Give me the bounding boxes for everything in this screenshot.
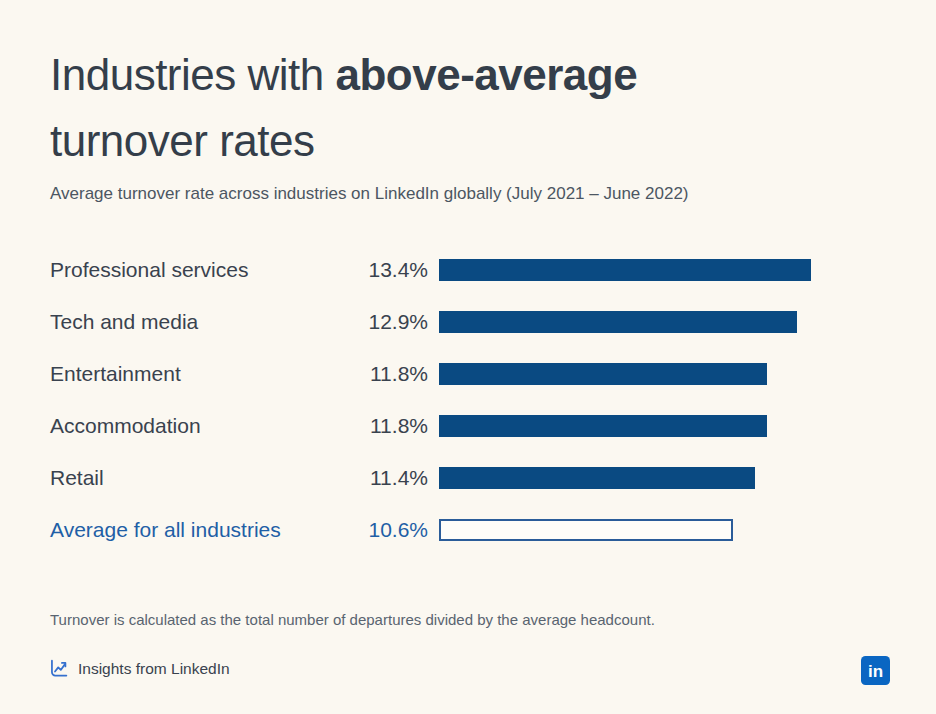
industry-label: Entertainment	[50, 362, 368, 386]
bar-chart-rows: Professional services13.4% Tech and media…	[50, 259, 886, 541]
industry-label: Accommodation	[50, 414, 368, 438]
value-label: 11.4%	[368, 466, 428, 490]
bar-track	[439, 363, 811, 385]
infographic-canvas: Industries with above-average turnover ra…	[0, 0, 936, 714]
industry-label: Professional services	[50, 258, 368, 282]
insights-label: Insights from LinkedIn	[78, 660, 230, 678]
title-line2: turnover rates	[50, 116, 314, 165]
bar	[439, 311, 797, 333]
bar-track	[439, 311, 811, 333]
bar-track	[439, 259, 811, 281]
chart-subtitle: Average turnover rate across industries …	[50, 184, 689, 204]
header: Industries with above-average turnover ra…	[50, 42, 896, 174]
bar-chart: Professional services13.4% Tech and media…	[50, 259, 886, 541]
linkedin-logo: in	[861, 656, 890, 685]
title-regular: Industries with	[50, 50, 324, 99]
chart-row: Average for all industries10.6%	[50, 519, 886, 541]
industry-label: Tech and media	[50, 310, 368, 334]
line-chart-icon	[48, 658, 69, 679]
value-label: 13.4%	[368, 258, 428, 282]
chart-row: Professional services13.4%	[50, 259, 886, 281]
bar	[439, 259, 811, 281]
value-label: 11.8%	[368, 414, 428, 438]
bar	[439, 519, 733, 541]
chart-row: Retail11.4%	[50, 467, 886, 489]
chart-row: Accommodation11.8%	[50, 415, 886, 437]
value-label: 12.9%	[368, 310, 428, 334]
chart-row: Entertainment11.8%	[50, 363, 886, 385]
footnote: Turnover is calculated as the total numb…	[50, 611, 655, 628]
value-label: 11.8%	[368, 362, 428, 386]
bar	[439, 415, 767, 437]
value-label: 10.6%	[368, 518, 428, 542]
bar	[439, 467, 755, 489]
bar-track	[439, 415, 811, 437]
chart-row: Tech and media12.9%	[50, 311, 886, 333]
title-bold: above-average	[335, 50, 637, 99]
industry-label: Average for all industries	[50, 518, 368, 542]
bar-track	[439, 467, 811, 489]
bar-track	[439, 519, 811, 541]
bar	[439, 363, 767, 385]
insights-attribution: Insights from LinkedIn	[48, 658, 230, 679]
industry-label: Retail	[50, 466, 368, 490]
page-title: Industries with above-average turnover ra…	[50, 42, 896, 174]
linkedin-logo-text: in	[868, 662, 883, 681]
